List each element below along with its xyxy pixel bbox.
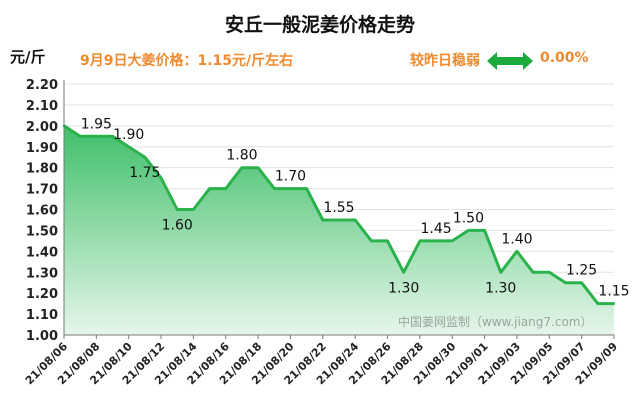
data-point xyxy=(78,135,82,138)
data-label: 1.15 xyxy=(598,284,629,300)
data-point xyxy=(564,281,567,284)
data-label: 1.30 xyxy=(485,280,516,296)
double-arrow-icon xyxy=(487,52,533,70)
y-tick-label: 1.60 xyxy=(26,204,58,219)
data-point xyxy=(289,187,292,190)
data-point xyxy=(240,166,244,169)
data-point xyxy=(418,239,422,243)
y-tick-label: 1.70 xyxy=(26,183,58,198)
data-point xyxy=(337,218,341,222)
data-point xyxy=(224,187,227,190)
data-point xyxy=(612,302,616,305)
data-point xyxy=(499,271,502,274)
data-point xyxy=(159,176,163,180)
watermark: 中国姜网监制（www.jiang7.com） xyxy=(398,314,592,329)
data-point xyxy=(273,187,276,190)
data-point xyxy=(256,166,260,169)
data-label: 1.80 xyxy=(226,148,257,164)
data-point xyxy=(353,218,357,222)
data-label: 1.45 xyxy=(420,221,451,237)
y-tick-label: 2.20 xyxy=(26,78,58,93)
data-point xyxy=(531,271,535,274)
data-point xyxy=(95,135,98,138)
data-label: 1.55 xyxy=(323,200,354,216)
data-point xyxy=(176,208,179,211)
y-tick-label: 1.40 xyxy=(26,245,58,260)
chart-title: 安丘一般泥姜价格走势 xyxy=(224,14,415,36)
data-point xyxy=(321,218,325,222)
data-point xyxy=(402,271,405,274)
data-label: 1.50 xyxy=(453,210,484,226)
data-point xyxy=(111,135,114,138)
data-point xyxy=(483,229,486,232)
y-axis-unit: 元/斤 xyxy=(10,48,46,66)
y-tick-label: 1.20 xyxy=(26,287,58,302)
y-tick-label: 1.80 xyxy=(26,162,58,177)
data-point xyxy=(467,229,470,232)
data-point xyxy=(515,250,519,253)
y-tick-label: 1.00 xyxy=(26,329,58,344)
data-point xyxy=(596,302,600,305)
data-point xyxy=(143,156,147,159)
data-point xyxy=(451,239,454,243)
data-point xyxy=(386,239,389,243)
compare-label: 较昨日稳弱 xyxy=(410,53,480,69)
y-tick-label: 1.10 xyxy=(26,308,58,323)
data-label: 1.40 xyxy=(501,231,532,247)
data-point xyxy=(580,281,583,284)
data-label: 1.60 xyxy=(162,218,193,234)
area-fill xyxy=(64,125,614,335)
y-tick-label: 2.10 xyxy=(26,99,58,114)
data-point xyxy=(370,239,373,243)
data-label: 1.90 xyxy=(113,127,144,143)
data-point xyxy=(548,271,551,274)
y-tick-label: 1.90 xyxy=(26,141,58,156)
y-tick-label: 2.00 xyxy=(26,120,58,135)
data-label: 1.95 xyxy=(81,116,112,132)
price-note: 9月9日大姜价格：1.15元/斤左右 xyxy=(80,53,294,69)
data-label: 1.75 xyxy=(129,165,160,181)
data-label: 1.30 xyxy=(388,280,419,296)
data-label: 1.25 xyxy=(566,263,597,279)
change-percent: 0.00% xyxy=(540,50,589,66)
y-tick-label: 1.30 xyxy=(26,266,58,281)
data-point xyxy=(434,239,438,243)
data-point xyxy=(208,187,211,190)
data-point xyxy=(127,145,130,148)
y-tick-label: 1.50 xyxy=(26,224,58,239)
data-label: 1.70 xyxy=(275,169,306,185)
data-point xyxy=(305,187,308,190)
data-point xyxy=(192,208,195,211)
